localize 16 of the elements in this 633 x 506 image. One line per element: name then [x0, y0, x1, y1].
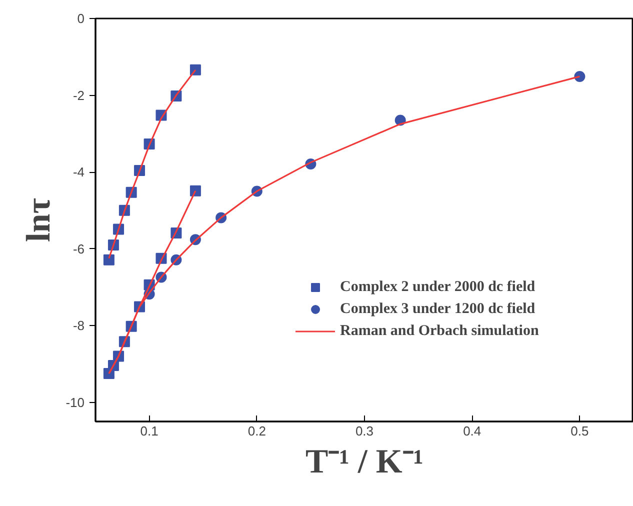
x-tick-label: 0.2 — [248, 424, 266, 438]
x-tick-label: 0.1 — [140, 424, 158, 438]
y-tick-label: -10 — [66, 394, 85, 410]
y-tick-label: 0 — [77, 11, 85, 26]
y-tick-label: -8 — [72, 318, 85, 334]
x-axis-title: T⁻¹ / K⁻¹ — [306, 444, 424, 480]
y-tick-label: -4 — [72, 164, 85, 180]
y-axis-title: lnτ — [20, 198, 58, 242]
legend-label: Complex 2 under 2000 dc field — [340, 278, 536, 296]
legend-label: Complex 3 under 1200 dc field — [340, 300, 536, 318]
x-tick-label: 0.4 — [463, 424, 482, 438]
legend-label: Raman and Orbach simulation — [340, 322, 539, 340]
y-tick-label: -2 — [72, 88, 85, 103]
x-tick-label: 0.3 — [355, 424, 374, 438]
y-tick-label: -6 — [72, 241, 85, 256]
x-tick-label: 0.5 — [570, 424, 589, 438]
